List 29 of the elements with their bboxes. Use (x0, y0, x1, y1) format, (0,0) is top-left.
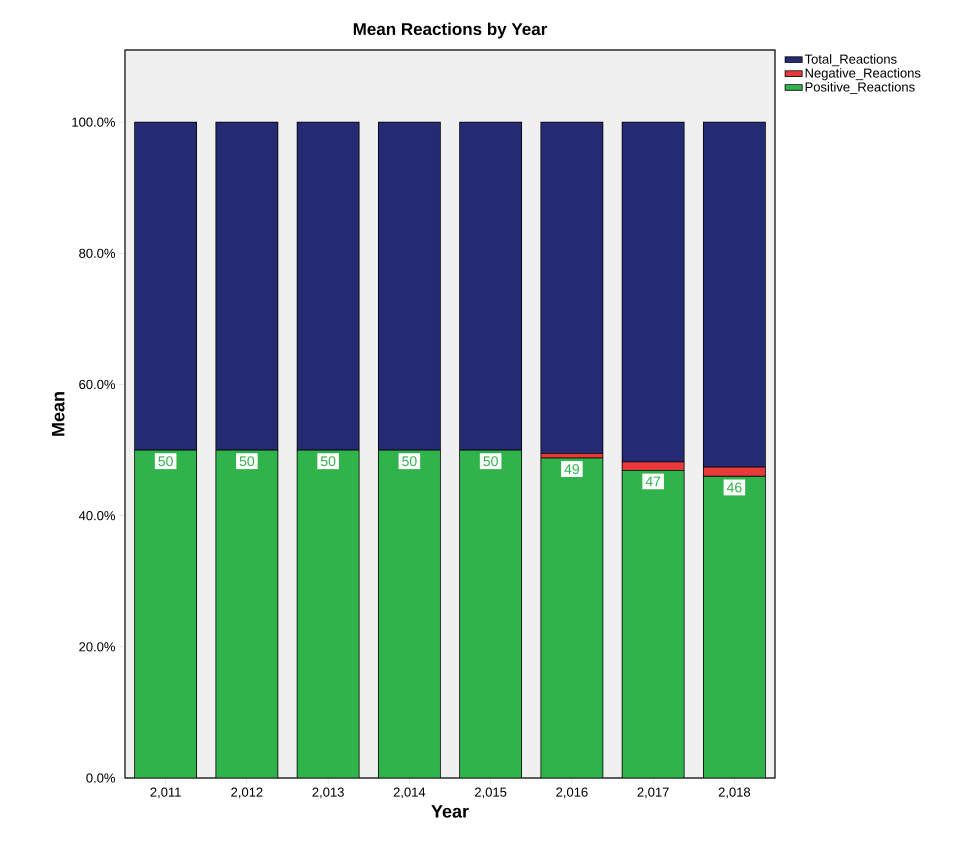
data-label: 46 (726, 482, 742, 492)
y-tick-label: 60.0% (79, 380, 116, 390)
legend-label: Total_Reactions (804, 54, 897, 66)
data-label: 50 (320, 456, 336, 466)
x-tick-label: 2,014 (394, 788, 426, 798)
x-tick-label: 2,012 (231, 788, 262, 798)
x-axis-title: Year (431, 805, 469, 818)
x-tick-label: 2,016 (556, 788, 588, 798)
data-label: 47 (646, 476, 660, 486)
y-tick-label: 40.0% (78, 511, 116, 520)
x-tick-label: 2,011 (150, 788, 181, 798)
y-tick-label: 0.0% (86, 773, 116, 783)
x-tick-label: 2,018 (718, 788, 750, 798)
data-label: 50 (240, 456, 254, 466)
x-tick-label: 2,015 (475, 788, 506, 798)
y-tick-label: 80.0% (79, 248, 116, 258)
bar (540, 122, 604, 454)
data-label: 50 (158, 456, 173, 466)
x-tick-label: 2,017 (638, 788, 669, 798)
y-tick-label: 20.0% (79, 642, 116, 652)
y-axis-title: Mean (52, 392, 65, 436)
chart-title: Mean Reactions by Year (354, 22, 548, 38)
y-tick-label: 100.0% (72, 118, 116, 127)
data-label: 50 (402, 456, 417, 466)
data-label: 49 (564, 464, 579, 474)
data-label: 50 (483, 456, 498, 466)
legend-label: Positive_Reactions (806, 82, 915, 94)
legend-label: Negative_Reactions (806, 68, 920, 80)
x-tick-label: 2,013 (312, 788, 344, 798)
